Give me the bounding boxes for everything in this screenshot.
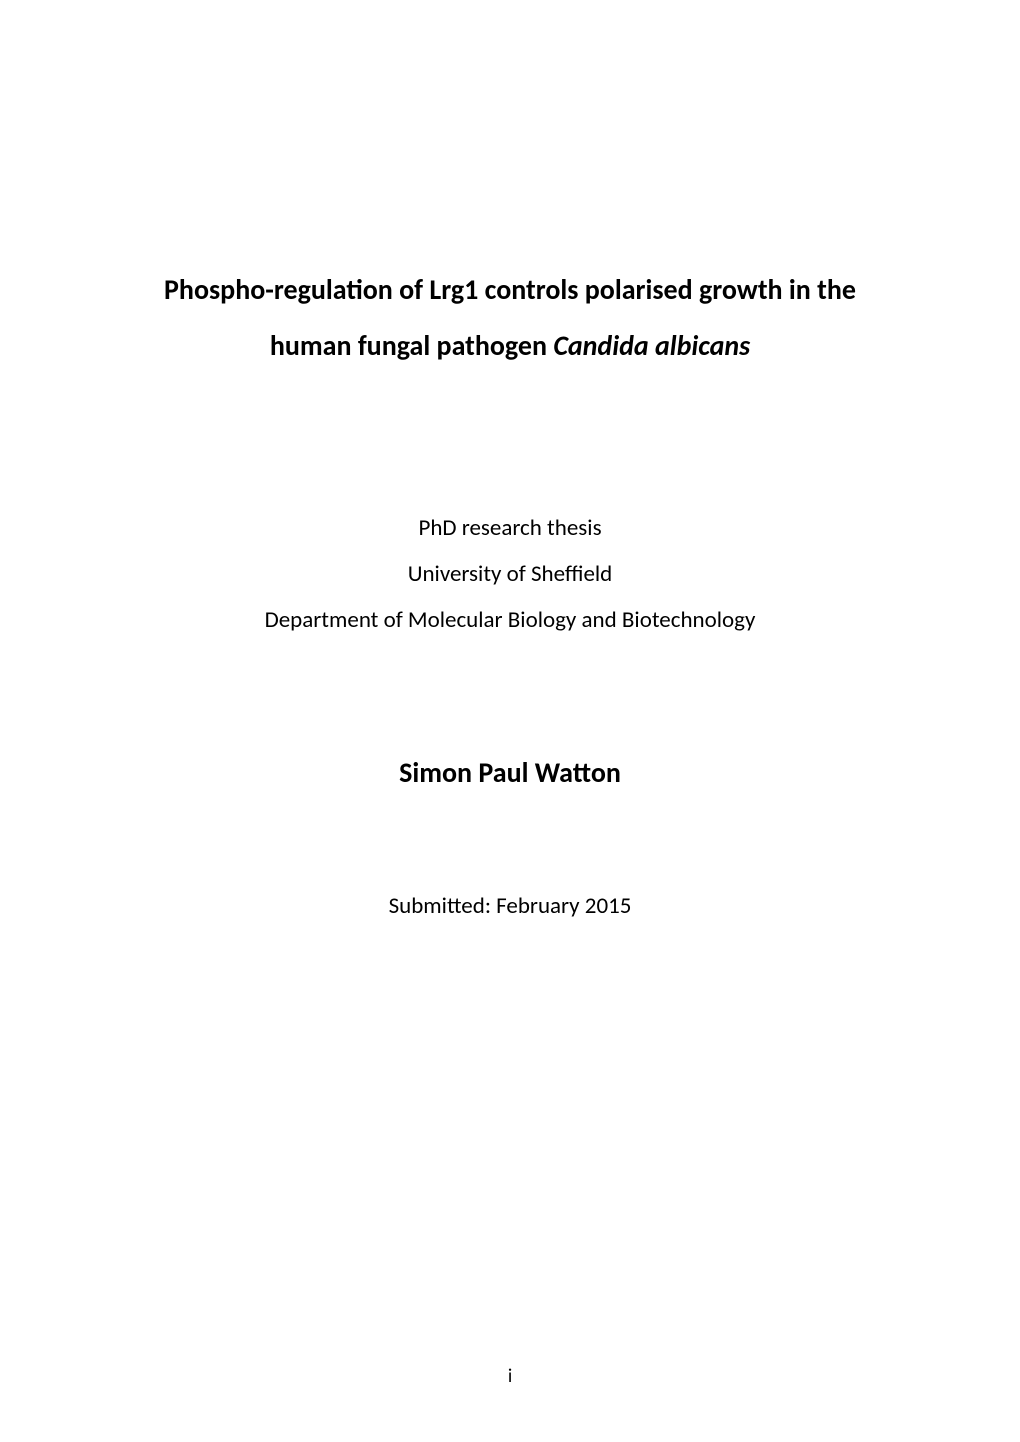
university-name: University of Sheffield xyxy=(0,551,1020,597)
thesis-type: PhD research thesis xyxy=(0,505,1020,551)
meta-block: PhD research thesis University of Sheffi… xyxy=(0,505,1020,643)
thesis-title-page: Phospho-regulation of Lrg1 controls pola… xyxy=(0,0,1020,1442)
department-name: Department of Molecular Biology and Biot… xyxy=(0,597,1020,643)
page-number: i xyxy=(0,1365,1020,1388)
title-line-1: Phospho-regulation of Lrg1 controls pola… xyxy=(0,262,1020,318)
title-line-2: human fungal pathogen Candida albicans xyxy=(0,318,1020,374)
author-name: Simon Paul Watton xyxy=(0,755,1020,790)
submitted-date: Submitted: February 2015 xyxy=(0,892,1020,920)
title-species-italic: Candida albicans xyxy=(553,328,750,363)
submitted-block: Submitted: February 2015 xyxy=(0,892,1020,920)
title-block: Phospho-regulation of Lrg1 controls pola… xyxy=(0,262,1020,374)
author-block: Simon Paul Watton xyxy=(0,755,1020,790)
title-line-2-prefix: human fungal pathogen xyxy=(270,328,554,363)
